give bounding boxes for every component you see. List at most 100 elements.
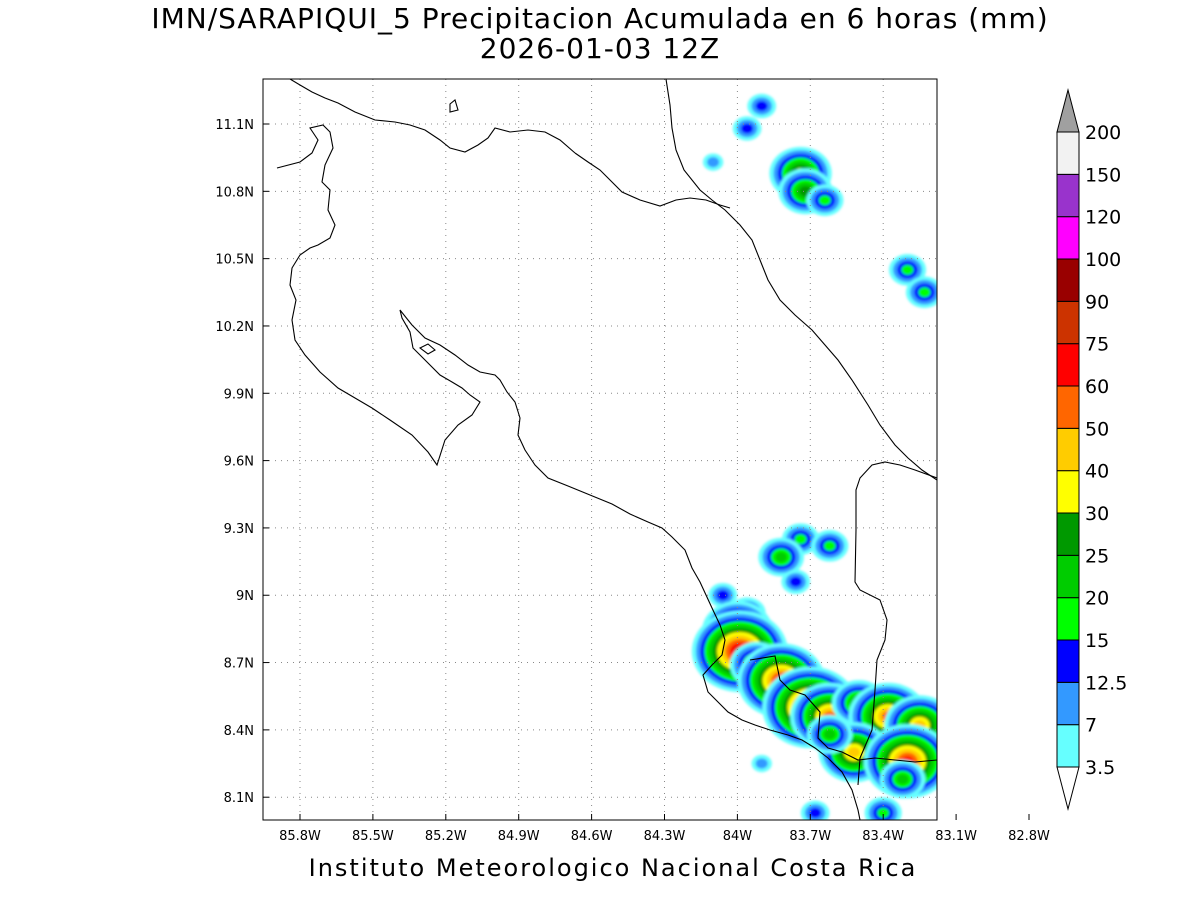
colorbar-swatch — [1056, 131, 1080, 175]
lon-tick-label: 83.4W — [862, 829, 904, 844]
lat-tick-label: 9.9N — [224, 387, 254, 402]
precip-contour — [979, 303, 991, 313]
precip-cell — [751, 754, 772, 773]
map-frame — [262, 78, 938, 821]
precip-cell — [864, 797, 902, 820]
precip-cell — [758, 537, 804, 577]
colorbar-swatch — [1056, 681, 1080, 726]
precip-contour — [995, 322, 1015, 339]
precip-cell — [702, 153, 724, 171]
precip-contour — [947, 767, 976, 791]
precip-cell — [905, 276, 937, 309]
precip-cell — [800, 800, 830, 820]
colorbar-label: 40 — [1085, 461, 1109, 483]
precip-contour — [999, 325, 1011, 335]
precip-contour — [707, 157, 720, 168]
lon-tick-label: 85.2W — [425, 829, 467, 844]
lon-tick-label: 84W — [723, 829, 753, 844]
precip-cell — [806, 714, 853, 754]
grid-lines — [263, 79, 937, 820]
precip-cell — [781, 569, 811, 595]
costa-rica-nicaragua-border — [289, 79, 576, 154]
precip-contour — [848, 747, 861, 758]
precip-contour — [952, 270, 989, 302]
costa-rica-pacific-coast — [276, 124, 861, 820]
panama-border-south — [749, 655, 937, 763]
axes: 85.8W 85.5W 85.2W 84.9W 84.6W 84.3W 84W 83.7W 83… — [215, 118, 1050, 844]
colorbar-label: 3.5 — [1085, 757, 1115, 779]
precip-cell — [708, 583, 738, 608]
colorbar-label: 100 — [1085, 249, 1121, 271]
precip-contour — [975, 299, 995, 316]
colorbar-swatch — [1056, 427, 1080, 472]
island-shape — [418, 343, 436, 355]
precip-contour — [971, 296, 1000, 320]
colorbar-lower-arrow — [1056, 766, 1080, 811]
chart-subtitle-date: 2026-01-03 12Z — [479, 32, 721, 65]
precip-contour — [794, 534, 807, 545]
precip-contour — [955, 774, 967, 784]
precip-cell — [990, 318, 1019, 342]
precip-contour — [960, 277, 980, 294]
lon-tick-label: 83.7W — [789, 829, 831, 844]
lat-tick-label: 9N — [236, 589, 254, 604]
colorbar-label: 30 — [1085, 503, 1109, 525]
precip-contour — [716, 590, 729, 601]
colorbar-swatch — [1056, 470, 1080, 514]
lat-tick-label: 9.6N — [224, 455, 254, 470]
precip-contour — [755, 100, 768, 112]
precip-contour — [775, 551, 788, 563]
precip-cell — [888, 254, 927, 286]
caribbean-coast — [665, 79, 937, 481]
lon-tick-label: 82.8W — [1008, 829, 1050, 844]
colorbar-label: 75 — [1085, 334, 1109, 356]
credit-text: Instituto Meteorologico Nacional Costa R… — [308, 854, 918, 882]
colorbar-swatch — [1056, 258, 1080, 302]
lon-tick-label: 84.9W — [498, 829, 540, 844]
lat-tick-label: 8.7N — [224, 657, 254, 672]
precip-contour — [809, 807, 822, 819]
precip-cell — [971, 296, 1000, 320]
precip-cell — [732, 116, 762, 141]
lake-shape — [449, 99, 459, 113]
lat-tick-label: 10.5N — [215, 253, 254, 268]
lon-tick-label: 85.8W — [279, 829, 321, 844]
colorbar-swatch — [1056, 343, 1080, 387]
colorbar-label: 150 — [1085, 164, 1121, 186]
colorbar-swatch — [1056, 639, 1080, 683]
precip-cell — [1024, 376, 1044, 393]
lat-tick-label: 9.3N — [224, 522, 254, 537]
colorbar-swatch — [1056, 597, 1080, 641]
precip-contour — [942, 763, 979, 795]
lon-tick-label: 84.6W — [571, 829, 613, 844]
precip-contour — [823, 540, 836, 551]
precip-cell — [879, 759, 926, 799]
colorbar-swatch — [1056, 300, 1080, 345]
precip-cell — [747, 93, 777, 119]
lat-tick-label: 8.1N — [224, 791, 254, 806]
colorbar-label: 50 — [1085, 418, 1109, 440]
precip-contour — [948, 266, 994, 305]
colorbar: 3.5 7 12.5 15 20 25 30 40 50 60 75 90 100 120 150 200 — [1056, 88, 1127, 811]
colorbar-swatch — [1056, 173, 1080, 218]
precip-contour — [877, 807, 890, 819]
colorbar-label: 20 — [1085, 588, 1109, 610]
precip-contour — [896, 774, 909, 785]
precip-contour — [1028, 379, 1040, 389]
precip-contour — [965, 280, 977, 290]
colorbar-swatch — [1056, 554, 1080, 599]
lon-tick-label: 84.3W — [644, 829, 686, 844]
colorbar-label: 12.5 — [1085, 672, 1127, 694]
lon-tick-label: 85.5W — [352, 829, 394, 844]
precip-contour — [818, 195, 831, 206]
coastlines — [276, 79, 937, 820]
precip-contour — [918, 287, 931, 298]
precip-contour — [990, 318, 1019, 342]
colorbar-label: 25 — [1085, 545, 1109, 567]
colorbar-label: 60 — [1085, 376, 1109, 398]
precip-contour — [823, 729, 836, 740]
colorbar-upper-arrow — [1056, 88, 1080, 133]
precip-contour — [755, 758, 768, 769]
lon-tick-label: 83.1W — [935, 829, 977, 844]
